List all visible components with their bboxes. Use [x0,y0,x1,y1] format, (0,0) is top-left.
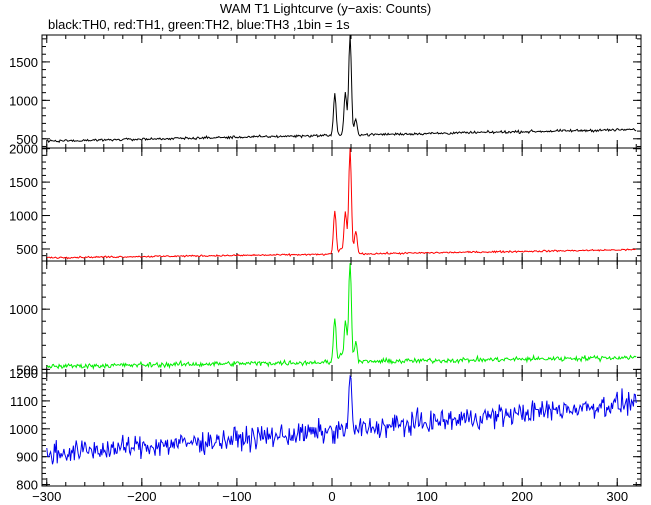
y-tick-label: 1000 [9,302,38,317]
y-tick-label: 1500 [9,55,38,70]
y-tick-label: 500 [16,362,38,377]
panel-th1: 500 1000 1500 2000 [9,142,642,262]
chart-title: WAM T1 Lightcurve (y−axis: Counts) [219,1,432,16]
y-tick-label: 500 [16,242,38,257]
panel-frame [41,147,642,262]
x-tick-label: 300 [606,489,628,504]
x-tick-label: −300 [32,489,61,504]
y-tick-label: 900 [16,450,38,465]
series-line-th2 [46,263,637,371]
y-tick-label: 500 [16,132,38,147]
panel-frame [41,372,642,487]
series-line-th1 [46,147,637,260]
panel-th2: 500 1000 [9,260,642,377]
y-tick-label: 800 [16,478,38,493]
panel-th0: 500 1000 1500 [9,34,642,149]
series-line-th3 [46,374,637,465]
x-tick-label: −200 [127,489,156,504]
panel-frame [41,260,642,374]
y-tick-label: 1500 [9,175,38,190]
x-tick-label: −100 [222,489,251,504]
series-line-th0 [46,34,637,144]
y-tick-label: 1000 [9,93,38,108]
x-tick-label: 0 [328,489,335,504]
x-tick-label: 100 [416,489,438,504]
y-tick-label: 1200 [9,366,38,381]
y-tick-label: 2000 [9,142,38,157]
y-tick-label: 1000 [9,209,38,224]
panel-th3: 800 900 1000 1100 1200 [9,366,642,493]
y-tick-label: 1100 [10,394,38,409]
chart-subtitle: black:TH0, red:TH1, green:TH2, blue:TH3 … [48,17,350,32]
y-tick-label: 1000 [9,422,38,437]
x-tick-label: 200 [511,489,533,504]
